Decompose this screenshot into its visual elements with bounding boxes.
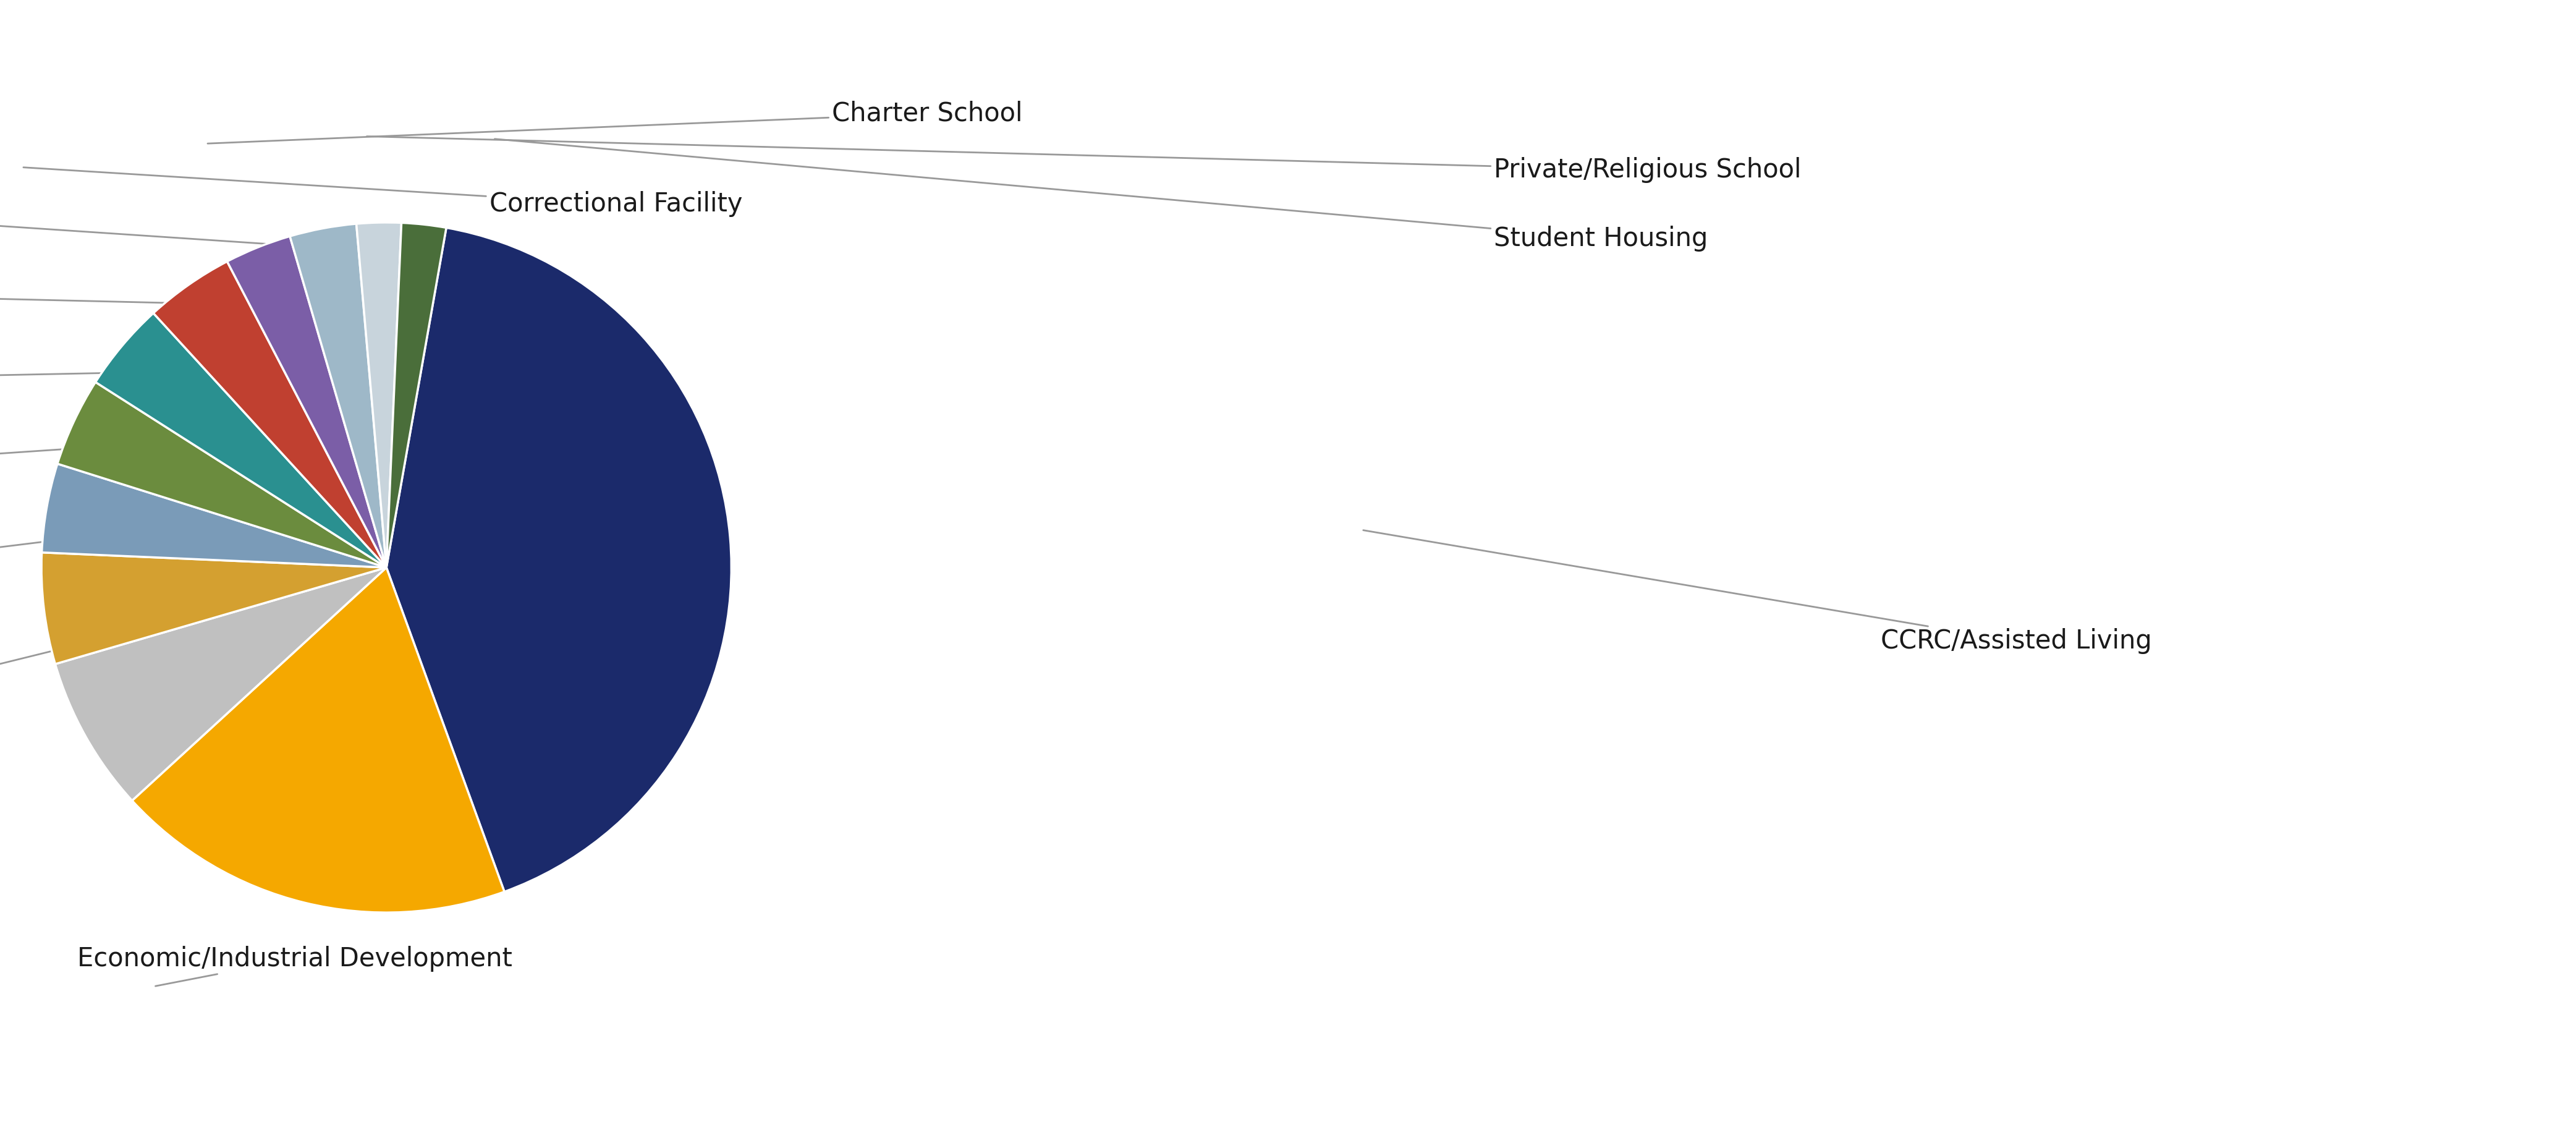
- Wedge shape: [227, 236, 386, 568]
- Text: CCRC/Assisted Living: CCRC/Assisted Living: [1363, 530, 2151, 654]
- Wedge shape: [95, 313, 386, 568]
- Text: Economic/Industrial Development: Economic/Industrial Development: [77, 947, 513, 986]
- Wedge shape: [386, 228, 732, 892]
- Text: Telecom: Telecom: [0, 215, 440, 264]
- Text: Private/Religious School: Private/Religious School: [366, 136, 1801, 183]
- Wedge shape: [155, 261, 386, 568]
- Text: Independent Living Facility: Independent Living Facility: [0, 504, 422, 619]
- Text: Tax Increment Financing: Tax Increment Financing: [0, 356, 466, 385]
- Text: Charter School: Charter School: [209, 101, 1023, 143]
- Text: Student Housing: Student Housing: [495, 138, 1708, 251]
- Wedge shape: [54, 568, 386, 800]
- Wedge shape: [355, 222, 402, 568]
- Text: Local Multi-Family  Housing: Local Multi-Family Housing: [0, 589, 428, 779]
- Text: Miscellaneous Tax: Miscellaneous Tax: [0, 424, 361, 493]
- Text: Higher Education: Higher Education: [0, 291, 428, 319]
- Wedge shape: [57, 382, 386, 568]
- Wedge shape: [291, 224, 386, 568]
- Text: Correctional Facility: Correctional Facility: [23, 167, 742, 217]
- Wedge shape: [131, 568, 505, 913]
- Wedge shape: [41, 553, 386, 664]
- Wedge shape: [41, 464, 386, 568]
- Wedge shape: [386, 222, 446, 568]
